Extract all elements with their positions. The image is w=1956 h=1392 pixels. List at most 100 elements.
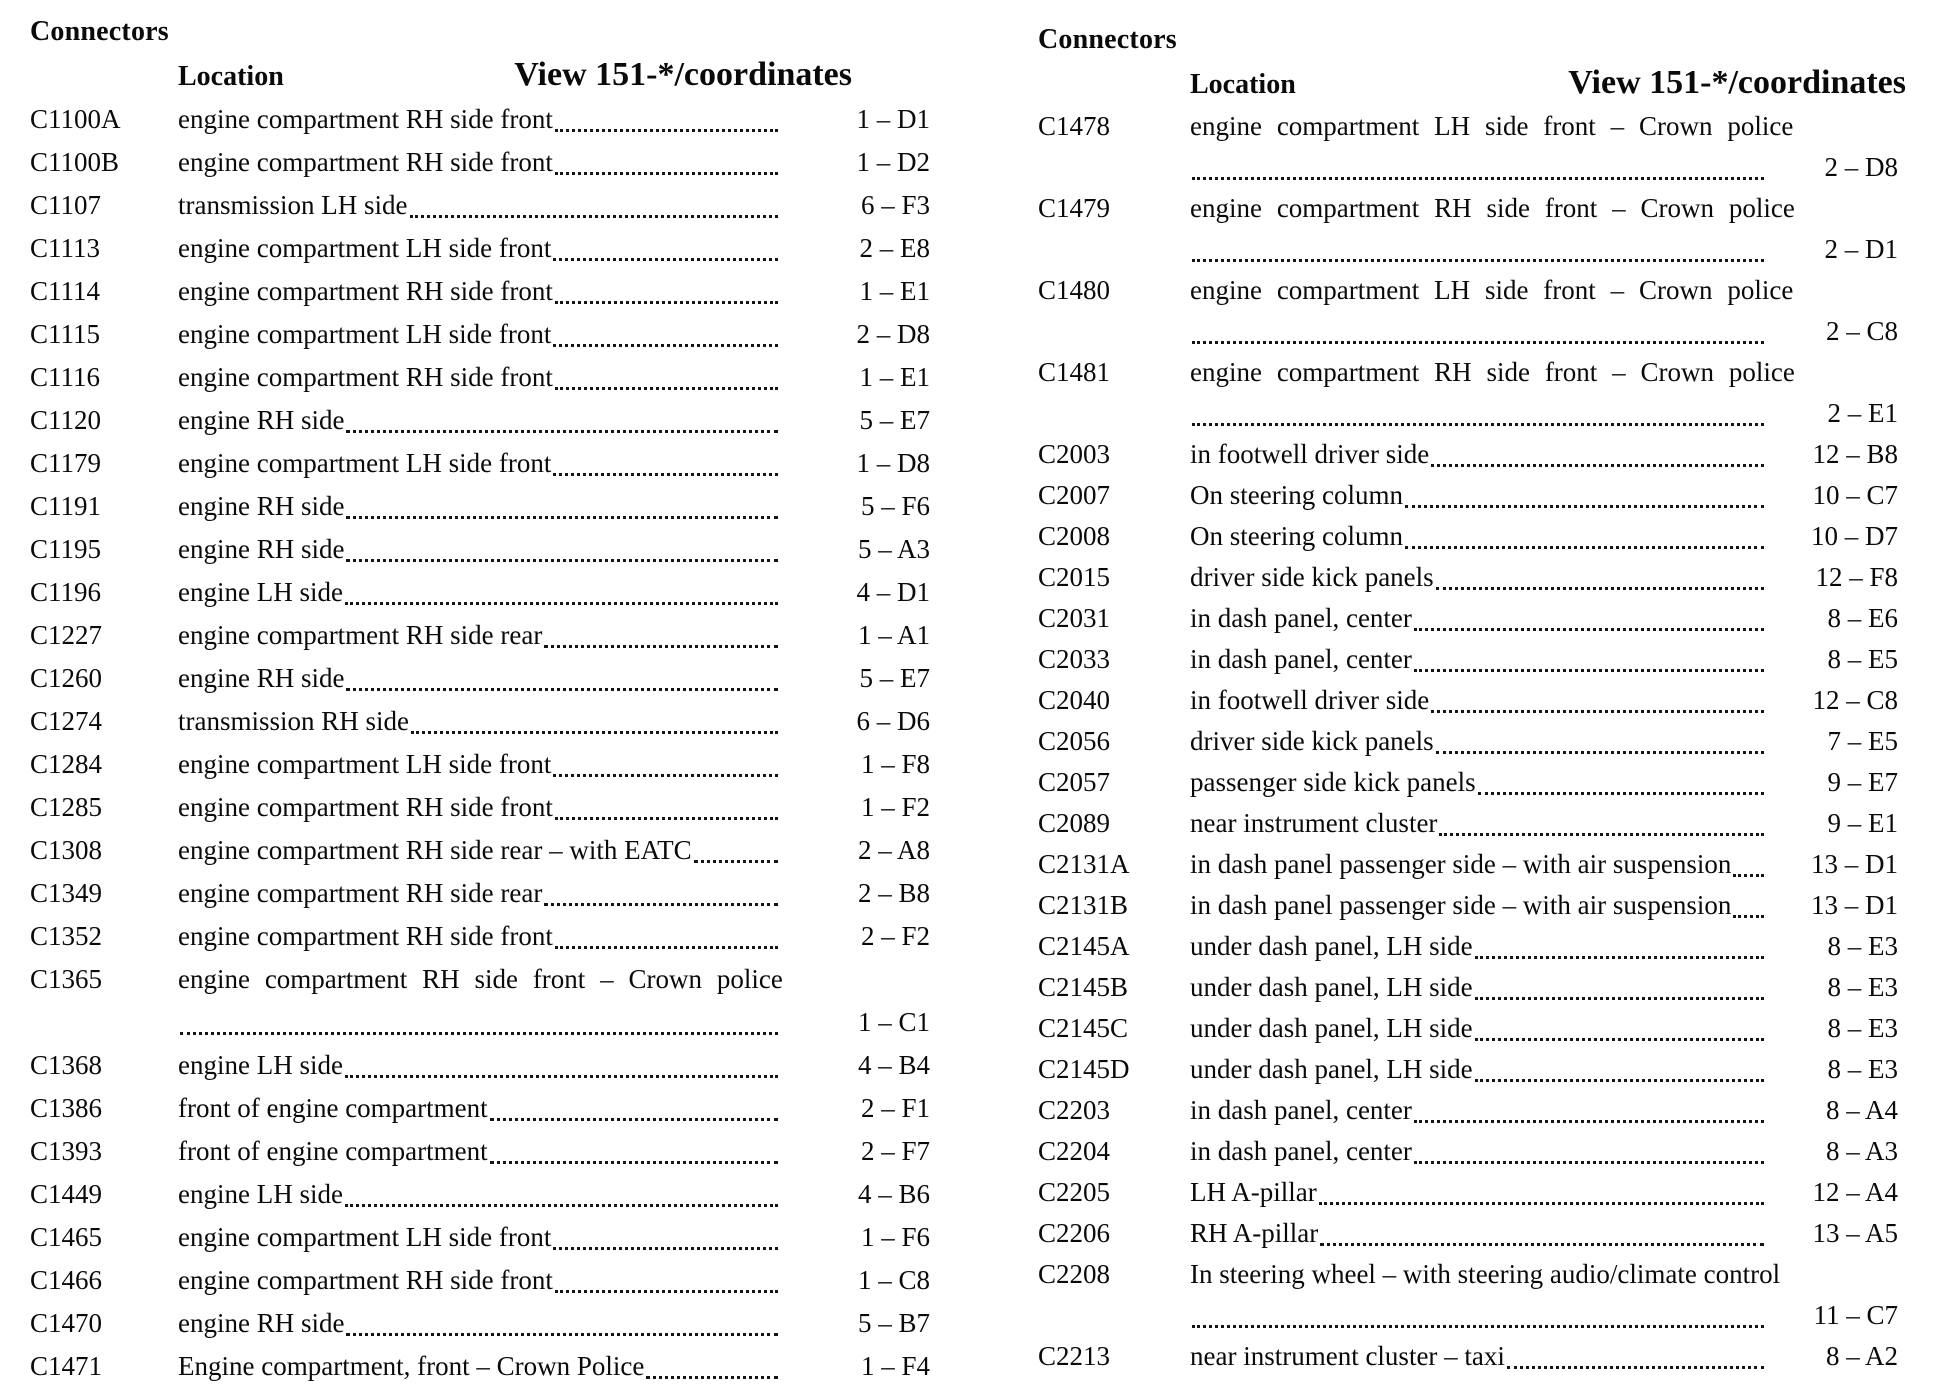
dotted-leader (343, 1044, 780, 1087)
dotted-leader (553, 1259, 780, 1302)
table-row: C1308 engine compartment RH side rear – w… (30, 829, 930, 872)
table-row: C1100B engine compartment RH side front 1 … (30, 141, 930, 184)
table-row: C1113 engine compartment LH side front 2 –… (30, 227, 930, 270)
table-row: C2131B in dash panel passenger side – wit… (1038, 885, 1906, 926)
dotted-leader (542, 872, 780, 915)
connector-id: C2145C (1038, 1013, 1129, 1043)
connector-id: C1100B (30, 147, 120, 177)
table-row: C1284 engine compartment LH side front 1 –… (30, 743, 930, 786)
table-row: C1386 front of engine compartment 2 – F1 (30, 1087, 930, 1130)
connector-location: front of engine compartment (178, 1136, 488, 1166)
connector-coordinates: 5 – F6 (860, 491, 930, 521)
connector-coordinates: 11 – C7 (1813, 1300, 1898, 1330)
connector-location: On steering column (1190, 480, 1403, 510)
connector-location: in dash panel, center (1190, 644, 1412, 674)
connector-id: C1191 (30, 491, 102, 521)
connector-id: C1352 (30, 921, 103, 951)
connectors-column-left: Connectors Location View 151-*/coordinat… (30, 16, 930, 1392)
table-row: C1449 engine LH side 4 – B6 (30, 1173, 930, 1216)
table-row: 1 – C1 (30, 1001, 930, 1044)
dotted-leader (553, 915, 780, 958)
dotted-leader (1731, 844, 1766, 885)
table-row: C1470 engine RH side 5 – B7 (30, 1302, 930, 1345)
connector-coordinates: 1 – D8 (856, 448, 931, 478)
connector-location: engine LH side (178, 577, 343, 607)
connector-id: C1449 (30, 1179, 103, 1209)
connector-location: In steering wheel – with steering audio/… (1190, 1259, 1781, 1289)
connector-location: transmission LH side (178, 190, 408, 220)
connector-location: under dash panel, LH side (1190, 972, 1473, 1002)
connector-coordinates: 12 – F8 (1815, 562, 1898, 592)
dotted-leader (1429, 680, 1766, 721)
connector-id: C1120 (30, 405, 102, 435)
connector-id: C2131B (1038, 890, 1129, 920)
column-heading: Connectors (1038, 24, 1177, 55)
connector-location: near instrument cluster – taxi (1190, 1341, 1505, 1371)
table-row: C1365 engine compartment RH side front – … (30, 958, 930, 1001)
connector-coordinates: 8 – E3 (1827, 931, 1899, 961)
connector-id: C1470 (30, 1308, 103, 1338)
connector-coordinates: 8 – A2 (1825, 1341, 1898, 1371)
connector-coordinates: 12 – A4 (1812, 1177, 1898, 1207)
connector-coordinates: 5 – A3 (857, 534, 930, 564)
table-row: 11 – C7 (1038, 1295, 1906, 1336)
connector-coordinates: 8 – E3 (1827, 1054, 1899, 1084)
connector-location: LH A-pillar (1190, 1177, 1317, 1207)
table-row: C1100A engine compartment RH side front 1 … (30, 98, 930, 141)
connector-coordinates: 4 – D1 (856, 577, 931, 607)
table-row: C2057 passenger side kick panels 9 – E7 (1038, 762, 1906, 803)
connectors-column-right: Connectors Location View 151-*/coordinat… (1038, 16, 1906, 1392)
dotted-leader (1412, 598, 1766, 639)
connector-location: in footwell driver side (1190, 685, 1430, 715)
connector-location: engine compartment LH side front (178, 749, 552, 779)
table-row: 2 – D8 (1038, 147, 1906, 188)
connector-coordinates: 9 – E7 (1827, 767, 1899, 797)
connector-id: C2145D (1038, 1054, 1130, 1084)
connector-coordinates: 2 – B8 (857, 878, 930, 908)
dotted-leader (344, 657, 780, 700)
connector-coordinates: 5 – E7 (859, 663, 931, 693)
connector-id: C1196 (30, 577, 102, 607)
connector-location: engine compartment RH side front (178, 362, 553, 392)
connector-coordinates: 2 – D8 (856, 319, 931, 349)
table-row: C1465 engine compartment LH side front 1 –… (30, 1216, 930, 1259)
connector-coordinates: 13 – A5 (1812, 1218, 1898, 1248)
connector-location: engine compartment LH side front (178, 319, 552, 349)
connector-location: in dash panel passenger side – with air … (1190, 890, 1732, 920)
dotted-leader (1473, 926, 1766, 967)
connector-coordinates: 10 – C7 (1812, 480, 1898, 510)
view-coordinates-header: View 151-*/coordinates (514, 56, 852, 93)
connector-location: RH A-pillar (1190, 1218, 1319, 1248)
connector-location: engine compartment RH side front (178, 104, 553, 134)
table-row: C1179 engine compartment LH side front 1 –… (30, 442, 930, 485)
table-row: C2031 in dash panel, center 8 – E6 (1038, 598, 1906, 639)
connector-id: C1465 (30, 1222, 103, 1252)
connector-location: engine compartment RH side front (178, 921, 553, 951)
connector-id: C1274 (30, 706, 103, 736)
dotted-leader (1731, 885, 1766, 926)
connector-coordinates: 12 – C8 (1812, 685, 1898, 715)
dotted-leader (408, 184, 781, 227)
table-row: C1368 engine LH side 4 – B4 (30, 1044, 930, 1087)
connector-id: C2056 (1038, 726, 1111, 756)
table-row: C1393 front of engine compartment 2 – F7 (30, 1130, 930, 1173)
connector-coordinates: 2 – D1 (1824, 234, 1899, 264)
dotted-leader (551, 227, 780, 270)
connector-id: C1113 (30, 233, 101, 263)
connector-coordinates: 2 – F7 (860, 1136, 930, 1166)
connector-location: engine compartment LH side front (178, 448, 552, 478)
connector-location: under dash panel, LH side (1190, 1013, 1473, 1043)
connector-id: C2015 (1038, 562, 1111, 592)
connector-coordinates: 6 – F3 (860, 190, 930, 220)
connector-coordinates: 1 – A1 (857, 620, 930, 650)
connector-coordinates: 1 – F2 (860, 792, 930, 822)
dotted-leader (553, 356, 780, 399)
connector-id: C1386 (30, 1093, 103, 1123)
connector-coordinates: 1 – E1 (859, 362, 931, 392)
connector-coordinates: 12 – B8 (1812, 439, 1898, 469)
dotted-leader (1412, 1131, 1766, 1172)
table-row: C1478 engine compartment LH side front – … (1038, 106, 1906, 147)
connector-id: C2204 (1038, 1136, 1111, 1166)
connector-location: engine compartment RH side front – Crown… (178, 964, 783, 994)
connector-location: near instrument cluster (1190, 808, 1438, 838)
